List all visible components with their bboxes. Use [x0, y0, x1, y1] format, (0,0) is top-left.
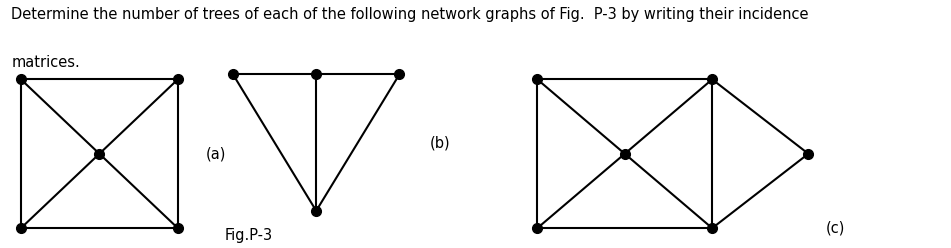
Text: Fig.P-3: Fig.P-3: [224, 228, 273, 243]
Text: matrices.: matrices.: [11, 55, 80, 69]
Text: (c): (c): [825, 221, 845, 236]
Text: (b): (b): [430, 135, 450, 150]
Text: Determine the number of trees of each of the following network graphs of Fig.  P: Determine the number of trees of each of…: [11, 7, 809, 22]
Text: (a): (a): [206, 146, 226, 161]
